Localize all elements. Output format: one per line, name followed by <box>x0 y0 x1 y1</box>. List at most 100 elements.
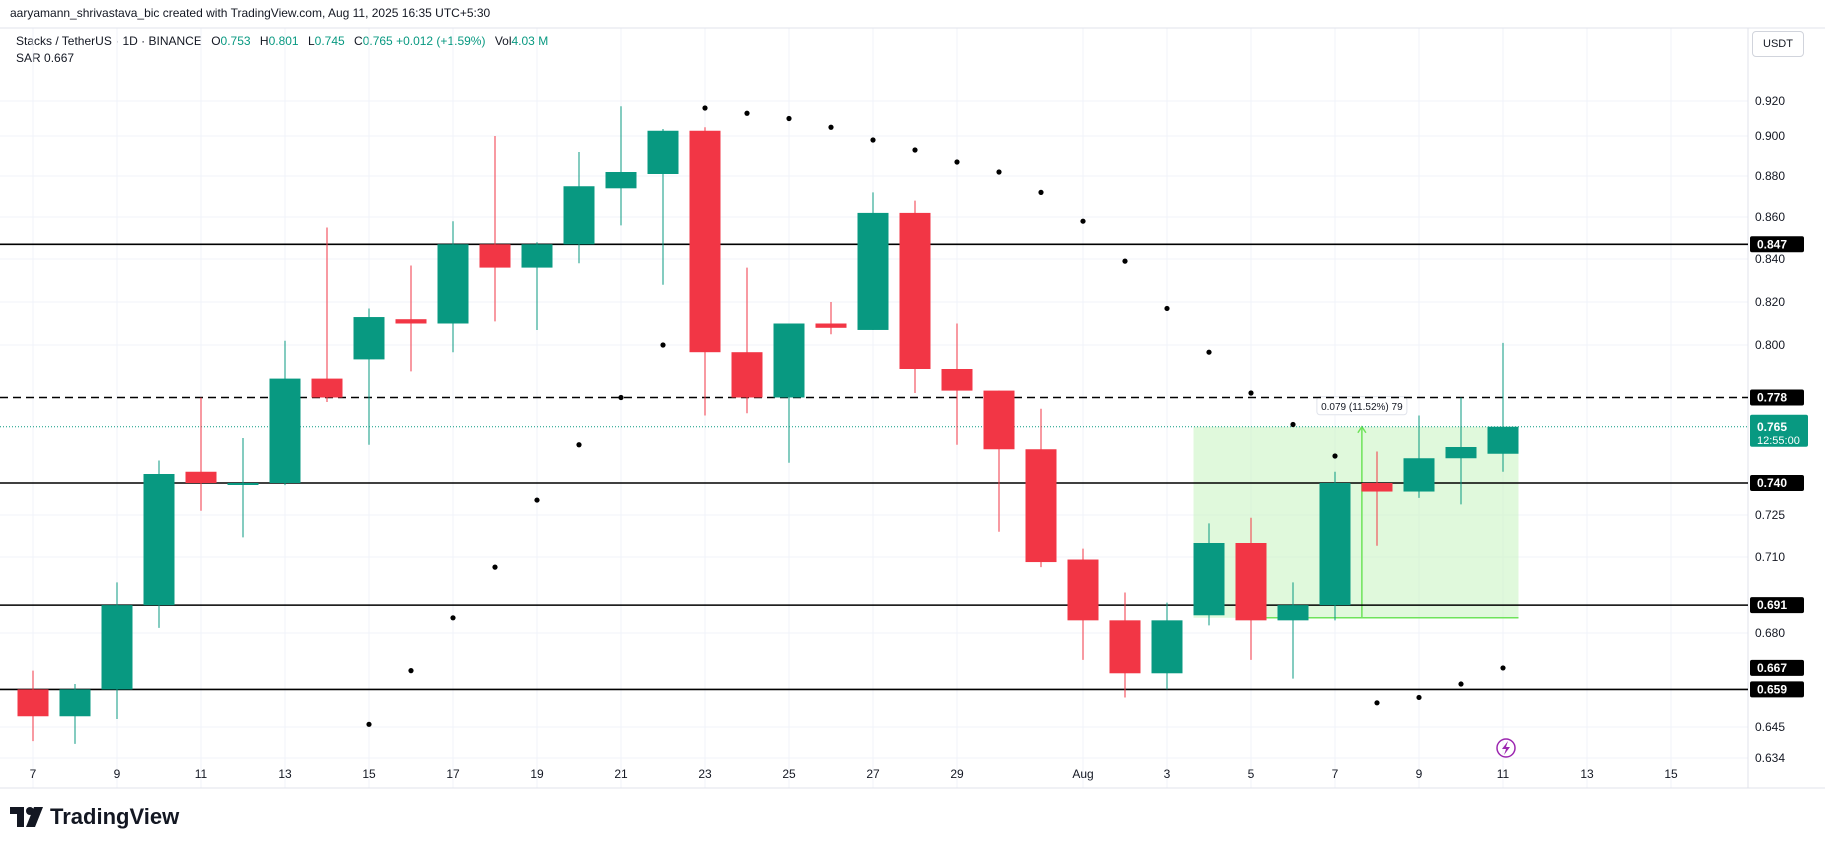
sar-dot <box>1206 349 1212 355</box>
tradingview-logo-icon <box>10 807 43 827</box>
time-tick-label: 7 <box>1332 767 1339 781</box>
candle-body <box>1151 620 1183 674</box>
candle-body <box>815 323 847 328</box>
sar-dot <box>828 124 834 130</box>
sar-dot <box>870 137 876 143</box>
sar-dot <box>618 394 624 401</box>
sar-dot <box>492 564 498 570</box>
candle-body <box>773 323 805 398</box>
sar-value: 0.667 <box>44 51 75 65</box>
time-tick-label: 11 <box>195 767 208 781</box>
candle-body <box>59 689 91 717</box>
sar-dot <box>912 147 918 153</box>
candle-body <box>1025 449 1057 563</box>
candle-body <box>311 378 343 398</box>
time-tick-label: 3 <box>1164 767 1171 781</box>
sar-dot <box>1038 189 1044 195</box>
candle-body <box>1319 483 1351 606</box>
symbol-name[interactable]: Stacks / TetherUS · 1D · BINANCE <box>16 34 202 48</box>
sar-dot <box>576 442 582 448</box>
time-tick-label: 21 <box>614 767 628 781</box>
price-axis: 0.920 0.900 0.880 0.860 0.840 0.820 0.800 0.725… <box>1750 94 1808 765</box>
high-value: 0.801 <box>268 34 299 48</box>
measurement-arrow-head <box>1357 425 1367 434</box>
low-label: L <box>307 34 315 48</box>
sar-dot <box>534 497 540 503</box>
price-badge-label: 0.691 <box>1757 598 1787 612</box>
sar-dots <box>366 105 1506 727</box>
measurement-label-bg <box>1316 396 1408 416</box>
time-tick-label: 13 <box>1580 767 1594 781</box>
candle-body <box>185 471 217 483</box>
candle-body <box>1361 483 1393 492</box>
tradingview-logo: TradingView <box>10 804 179 830</box>
candle-body <box>941 369 973 391</box>
candle-body <box>647 130 679 174</box>
candle-body <box>731 352 763 398</box>
time-tick-label: 23 <box>698 767 712 781</box>
candle-body <box>269 378 301 483</box>
price-badge <box>1750 681 1804 698</box>
alert-icon[interactable] <box>1496 738 1516 758</box>
time-tick-label: 19 <box>530 767 544 781</box>
candle-body <box>1193 543 1225 616</box>
price-tick-label: 0.920 <box>1755 94 1785 108</box>
sar-dot <box>702 105 708 111</box>
close-value: 0.765 <box>362 34 393 48</box>
candle-body <box>1109 620 1141 674</box>
candle-body <box>1403 458 1435 492</box>
price-badge-label: 0.847 <box>1757 237 1787 251</box>
candle-body <box>1067 559 1099 621</box>
candle-body <box>227 483 259 485</box>
tradingview-logo-text: TradingView <box>50 804 180 829</box>
last-price-label: 0.765 <box>1757 420 1787 434</box>
candle-body <box>563 186 595 245</box>
price-tick-label: 0.900 <box>1755 129 1785 143</box>
high-label: H <box>259 34 269 48</box>
sar-dot <box>1290 421 1296 428</box>
time-tick-label: 9 <box>1416 767 1423 781</box>
time-tick-label: 25 <box>782 767 796 781</box>
sar-dot <box>408 668 414 674</box>
close-label: C <box>354 34 363 48</box>
time-tick-label: 15 <box>1664 767 1678 781</box>
sar-label: SAR <box>16 51 41 65</box>
candle-body <box>1235 543 1267 621</box>
price-badge-label: 0.659 <box>1757 682 1787 696</box>
price-tick-label: 0.800 <box>1755 338 1785 352</box>
sar-dot <box>1332 453 1338 459</box>
time-tick-label: Aug <box>1072 767 1093 781</box>
price-badge <box>1750 597 1804 614</box>
volume-label: Vol <box>494 34 512 48</box>
price-tick-label: 0.645 <box>1755 720 1785 734</box>
candle-body <box>1277 605 1309 621</box>
sar-dot <box>1080 218 1086 224</box>
candle-body <box>353 317 385 360</box>
sar-dot <box>450 615 456 621</box>
time-tick-label: 7 <box>30 767 37 781</box>
sar-dot <box>1122 258 1128 264</box>
sar-dot <box>786 115 792 122</box>
candle-body <box>689 130 721 353</box>
time-tick-label: 29 <box>950 767 964 781</box>
last-price-badge <box>1750 414 1808 447</box>
volume-value: 4.03 M <box>511 34 549 48</box>
time-tick-label: 15 <box>362 767 376 781</box>
time-tick-label: 27 <box>866 767 880 781</box>
sar-legend[interactable]: SAR 0.667 <box>16 51 74 65</box>
time-axis: 7 9 11 13 15 17 19 21 23 25 27 29 Aug 3 5 7 9 11 13 15 <box>30 767 1678 781</box>
candle-body <box>101 605 133 690</box>
sar-dot <box>1416 694 1422 701</box>
price-tick-label: 0.725 <box>1755 508 1785 522</box>
price-badge-label: 0.740 <box>1757 476 1787 490</box>
price-tick-label: 0.680 <box>1755 626 1785 640</box>
currency-button[interactable]: USDT <box>1752 31 1804 57</box>
sar-dot <box>996 169 1002 175</box>
candle-body <box>899 212 931 369</box>
time-tick-label: 9 <box>114 767 121 781</box>
price-badge <box>1750 659 1804 676</box>
sar-dot <box>1374 700 1380 706</box>
candle-body <box>395 319 427 324</box>
candle-body <box>857 212 889 330</box>
